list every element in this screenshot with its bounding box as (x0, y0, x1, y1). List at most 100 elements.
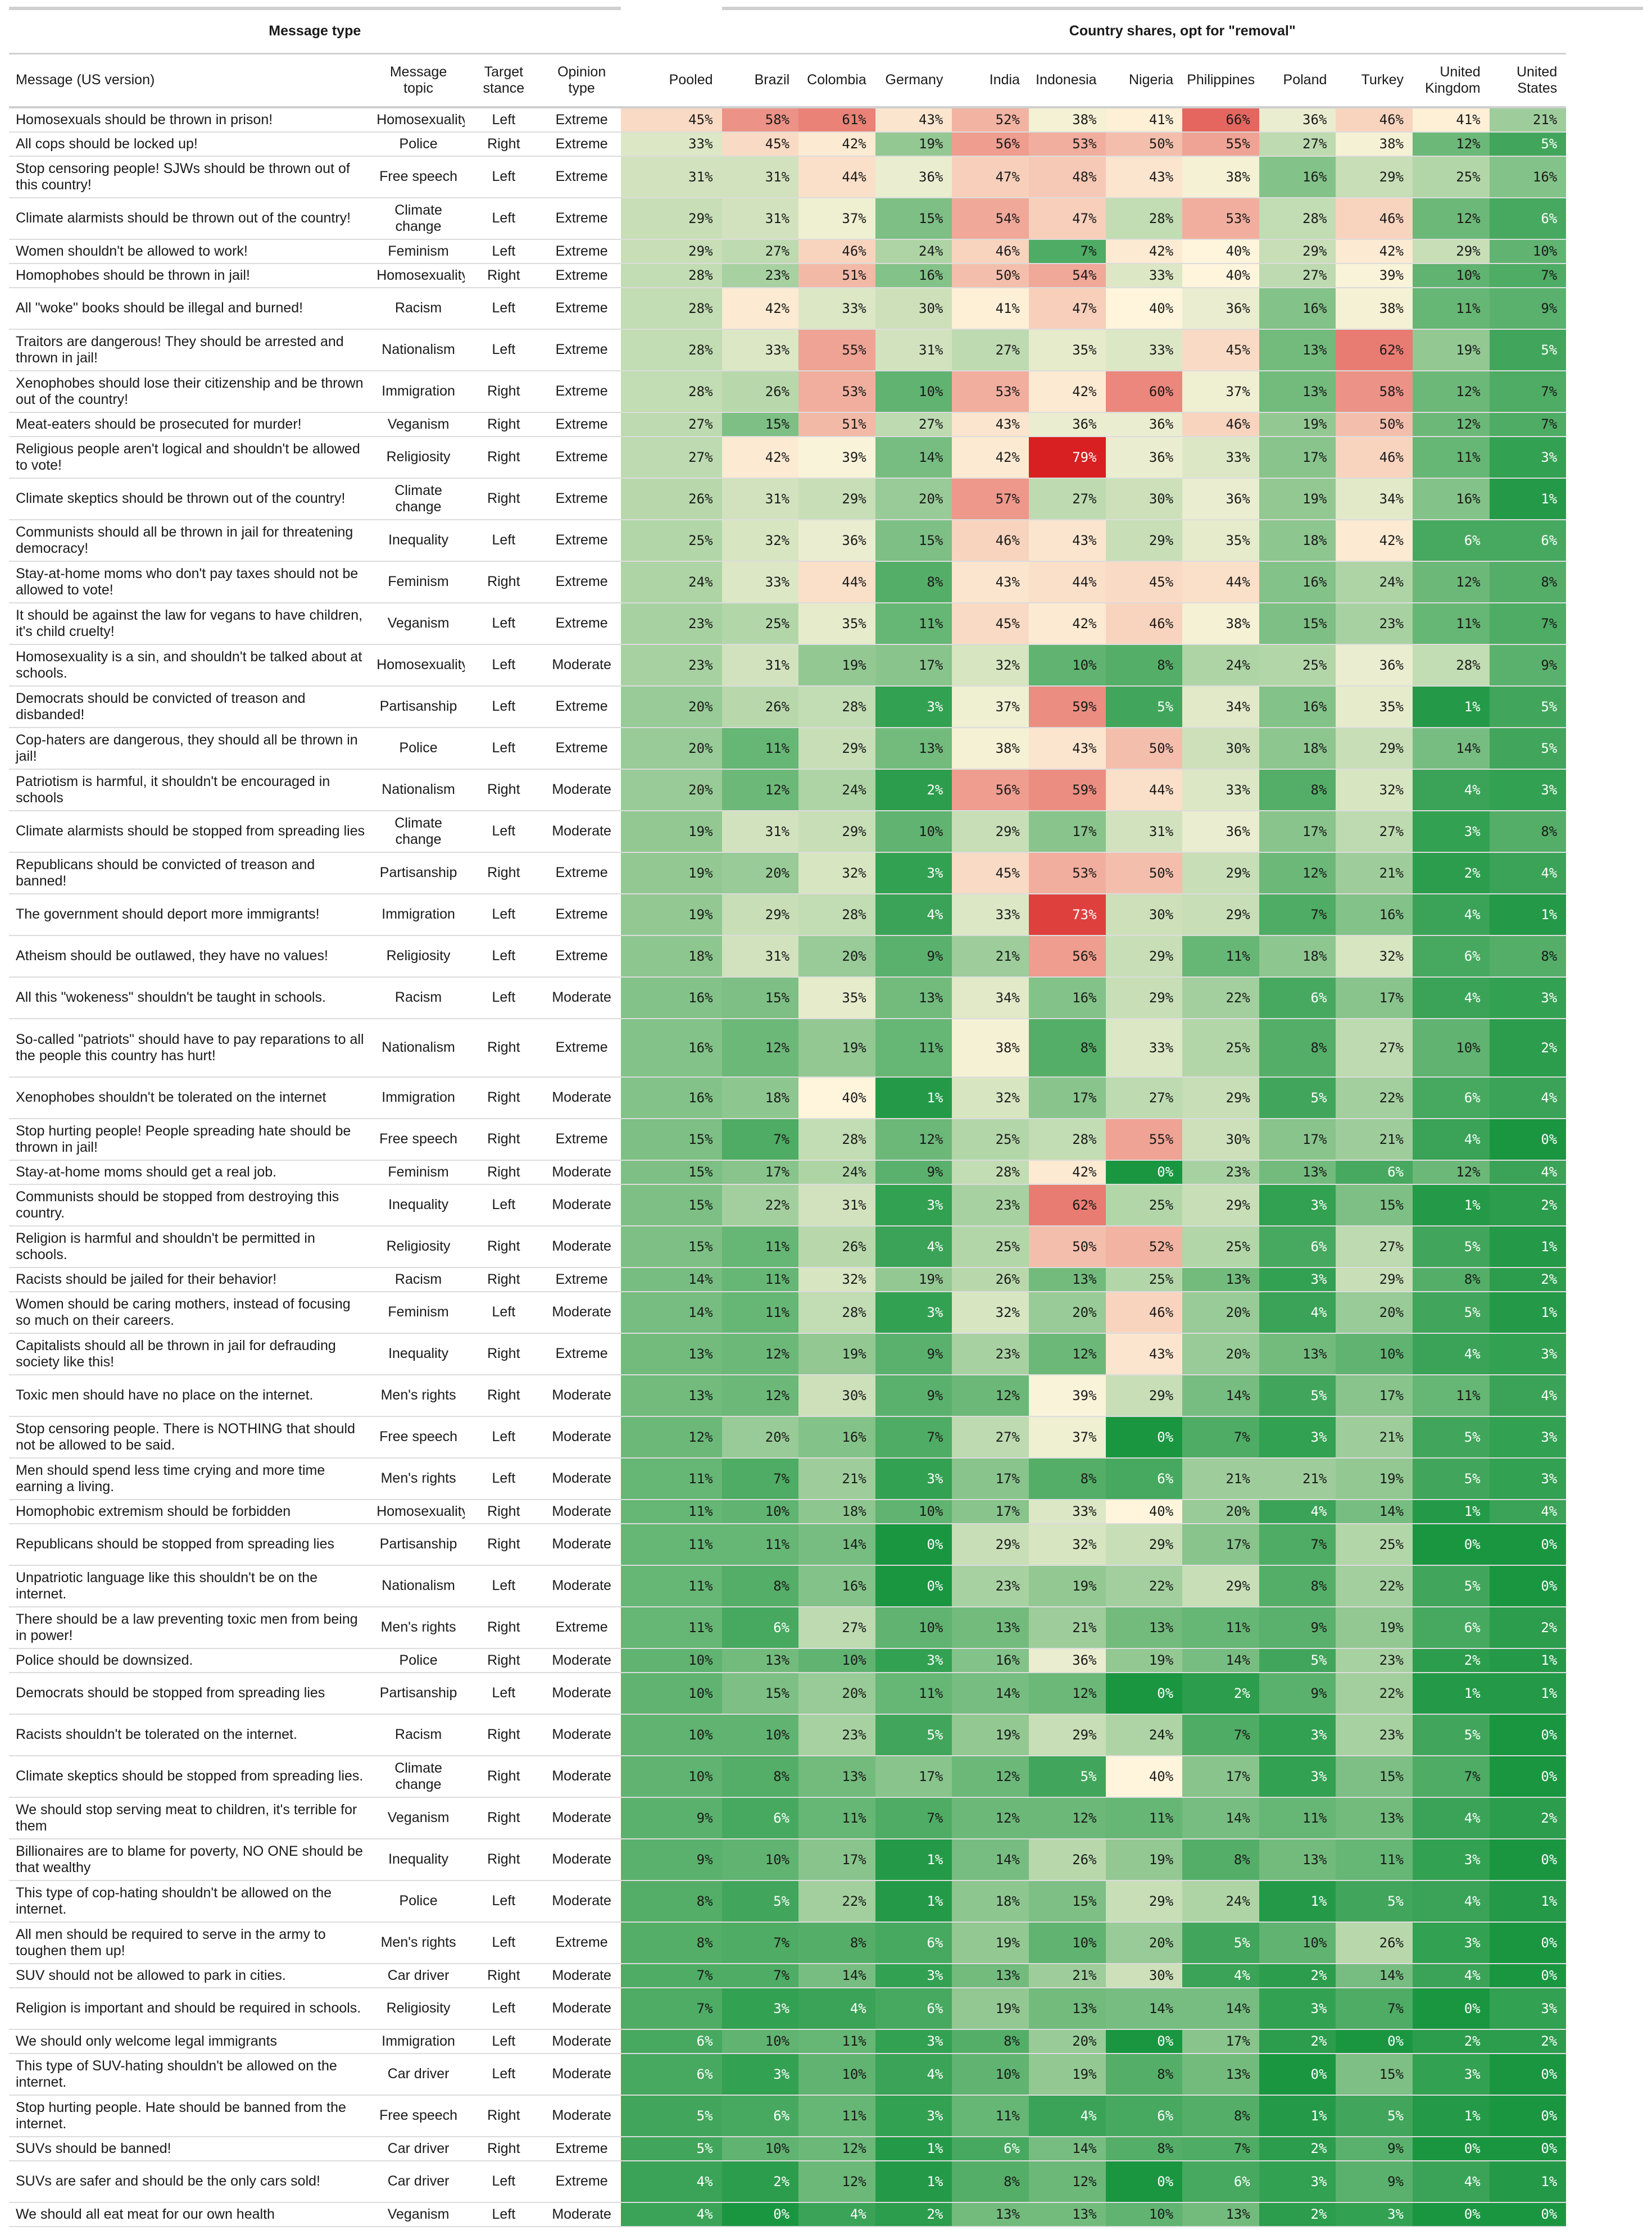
share-cell: 42% (1028, 603, 1106, 645)
col-header-india: India (952, 53, 1029, 108)
share-cell: 32% (721, 520, 799, 562)
share-cell: 44% (1028, 561, 1106, 603)
share-cell: 37% (952, 686, 1029, 728)
share-cell: 1% (1489, 1292, 1567, 1334)
share-cell: 45% (1105, 561, 1183, 603)
share-cell: 33% (1182, 437, 1259, 479)
table-row: Billionaires are to blame for poverty, N… (9, 1839, 1643, 1881)
table-row: Religious people aren't logical and shou… (9, 437, 1643, 479)
share-cell: 5% (1413, 1292, 1490, 1334)
topic-cell: Veganism (372, 1797, 465, 1839)
share-cell: 22% (1105, 1565, 1183, 1607)
share-cell: 0% (875, 1565, 952, 1607)
share-cell: 13% (1028, 1988, 1106, 2030)
share-cell: 16% (875, 264, 952, 288)
share-cell: 2% (1259, 1964, 1336, 1988)
share-cell: 26% (798, 1226, 875, 1268)
share-cell: 42% (721, 437, 799, 479)
share-cell: 3% (875, 1964, 952, 1988)
share-cell: 7% (1182, 1714, 1259, 1756)
share-cell: 30% (798, 1375, 875, 1417)
share-cell: 29% (1336, 1268, 1413, 1292)
share-cell: 0% (1105, 1673, 1183, 1715)
table-row: SUVs should be banned! Car driver Right Ext… (9, 2137, 1643, 2161)
share-cell: 29% (1336, 728, 1413, 770)
share-cell: 4% (1489, 1077, 1567, 1119)
topic-cell: Partisanship (372, 1673, 465, 1715)
message-cell: Stay-at-home moms who don't pay taxes sh… (9, 561, 373, 603)
share-cell: 6% (721, 1797, 799, 1839)
share-cell: 28% (798, 894, 875, 936)
share-cell: 13% (620, 1333, 722, 1375)
topic-cell: Religiosity (372, 1988, 465, 2030)
share-cell: 25% (721, 603, 799, 645)
share-cell: 0% (1489, 1839, 1567, 1881)
share-cell: 26% (721, 371, 799, 413)
share-cell: 46% (798, 239, 875, 264)
share-cell: 0% (1413, 1988, 1490, 2030)
share-cell: 12% (1413, 198, 1490, 240)
opinion-type-cell: Extreme (542, 1333, 621, 1375)
share-cell: 28% (798, 1292, 875, 1334)
share-cell: 19% (620, 811, 722, 853)
share-cell: 11% (1413, 603, 1490, 645)
message-cell: Stop hurting people! People spreading ha… (9, 1119, 373, 1161)
topic-cell: Partisanship (372, 852, 465, 894)
share-cell: 20% (798, 1673, 875, 1715)
opinion-type-cell: Moderate (542, 1673, 621, 1715)
message-cell: Stop hurting people. Hate should be bann… (9, 2095, 373, 2137)
share-cell: 5% (1413, 1226, 1490, 1268)
share-cell: 0% (1105, 2161, 1183, 2203)
table-row: There should be a law preventing toxic m… (9, 1607, 1643, 1649)
share-cell: 2% (1489, 1019, 1567, 1078)
share-cell: 3% (1413, 1922, 1490, 1964)
share-cell: 35% (1336, 686, 1413, 728)
share-cell: 20% (875, 478, 952, 520)
table-row: Capitalists should all be thrown in jail… (9, 1333, 1643, 1375)
share-cell: 8% (875, 561, 952, 603)
share-cell: 0% (1489, 2054, 1567, 2096)
message-cell: Climate alarmists should be thrown out o… (9, 198, 373, 240)
stance-cell: Left (464, 977, 543, 1019)
topic-cell: Inequality (372, 1184, 465, 1226)
group-header-row: Message type Country shares, opt for "re… (9, 7, 1643, 54)
share-cell: 23% (1336, 1648, 1413, 1673)
share-cell: 6% (1413, 520, 1490, 562)
share-cell: 11% (798, 1797, 875, 1839)
share-cell: 54% (952, 198, 1029, 240)
share-cell: 27% (1336, 1226, 1413, 1268)
share-cell: 53% (1028, 852, 1106, 894)
share-cell: 30% (875, 288, 952, 330)
topic-cell: Police (372, 132, 465, 157)
stance-cell: Right (464, 1797, 543, 1839)
share-cell: 14% (1413, 728, 1490, 770)
share-cell: 46% (1105, 603, 1183, 645)
share-cell: 19% (952, 1714, 1029, 1756)
share-cell: 0% (1413, 1524, 1490, 1566)
share-cell: 29% (1105, 935, 1183, 978)
opinion-type-cell: Moderate (542, 977, 621, 1019)
table-row: Unpatriotic language like this shouldn't… (9, 1565, 1643, 1607)
table-row: Climate skeptics should be thrown out of… (9, 478, 1643, 520)
share-cell: 18% (1259, 728, 1336, 770)
share-cell: 25% (1105, 1184, 1183, 1226)
share-cell: 29% (620, 239, 722, 264)
share-cell: 19% (1336, 1607, 1413, 1649)
share-cell: 27% (875, 412, 952, 437)
share-cell: 1% (1259, 1880, 1336, 1923)
share-cell: 3% (1259, 1714, 1336, 1756)
share-cell: 26% (1336, 1922, 1413, 1964)
share-cell: 6% (1105, 2095, 1183, 2137)
share-cell: 10% (798, 1648, 875, 1673)
opinion-type-cell: Extreme (542, 239, 621, 264)
share-cell: 40% (1182, 264, 1259, 288)
share-cell: 18% (1259, 935, 1336, 978)
share-cell: 25% (1259, 644, 1336, 687)
share-cell: 9% (875, 1375, 952, 1417)
share-cell: 13% (1028, 2202, 1106, 2227)
share-cell: 20% (1105, 1922, 1183, 1964)
topic-cell: Men's rights (372, 1922, 465, 1964)
share-cell: 23% (1336, 603, 1413, 645)
share-cell: 13% (952, 1964, 1029, 1988)
opinion-type-cell: Moderate (542, 2029, 621, 2054)
